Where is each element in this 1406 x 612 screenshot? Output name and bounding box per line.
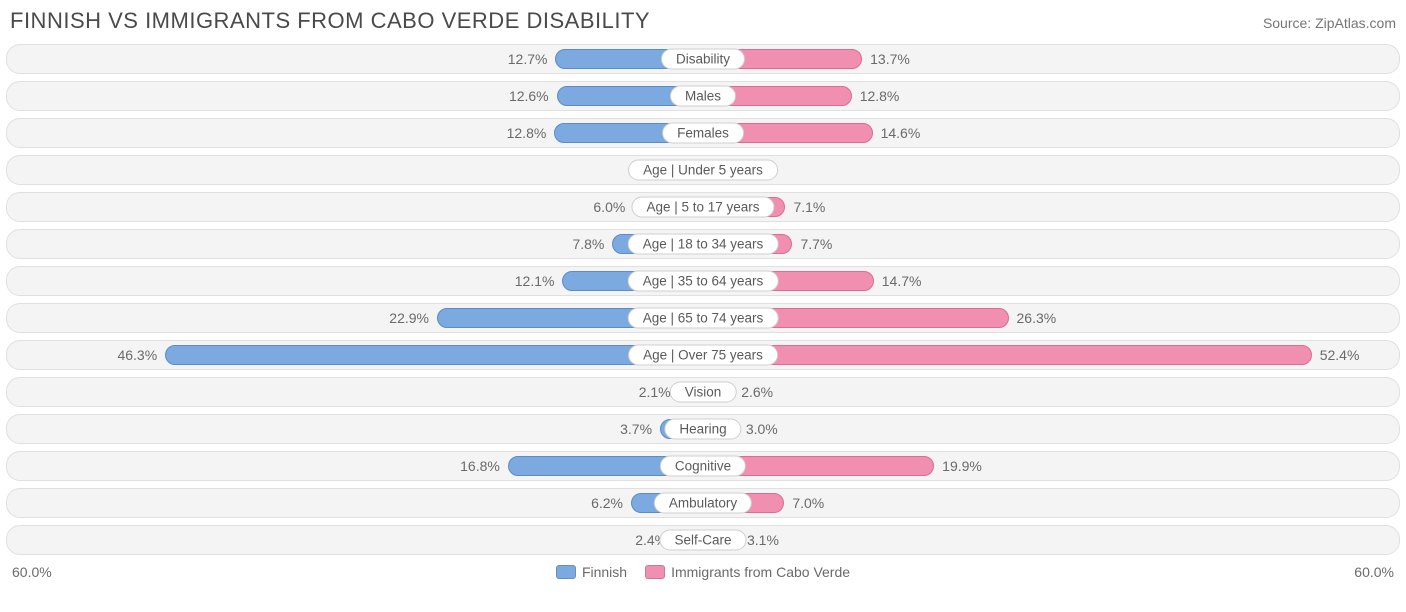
row-left-pct: 12.7% xyxy=(500,51,556,67)
chart-row: 6.2% 7.0% Ambulatory xyxy=(6,488,1400,518)
chart-body: 12.7% 13.7% Disability 12.6% 12.8% Males… xyxy=(6,44,1400,555)
chart-footer: 60.0% Finnish Immigrants from Cabo Verde… xyxy=(6,562,1400,580)
row-right-pct: 7.7% xyxy=(792,236,840,252)
row-right-pct: 14.7% xyxy=(874,273,930,289)
chart-row: 12.7% 13.7% Disability xyxy=(6,44,1400,74)
chart-row: 12.1% 14.7% Age | 35 to 64 years xyxy=(6,266,1400,296)
row-right-pct: 7.0% xyxy=(784,495,832,511)
row-left-pct: 12.6% xyxy=(501,88,557,104)
row-category-pill: Age | 18 to 34 years xyxy=(628,234,779,255)
chart-row: 16.8% 19.9% Cognitive xyxy=(6,451,1400,481)
chart-header: FINNISH VS IMMIGRANTS FROM CABO VERDE DI… xyxy=(6,8,1400,44)
chart-row: 22.9% 26.3% Age | 65 to 74 years xyxy=(6,303,1400,333)
row-category-pill: Hearing xyxy=(664,419,741,440)
row-left-pct: 46.3% xyxy=(109,347,165,363)
row-category-pill: Cognitive xyxy=(660,456,746,477)
chart-row: 3.7% 3.0% Hearing xyxy=(6,414,1400,444)
legend-label-right: Immigrants from Cabo Verde xyxy=(671,564,850,580)
row-category-pill: Disability xyxy=(661,49,745,70)
chart-title: FINNISH VS IMMIGRANTS FROM CABO VERDE DI… xyxy=(10,8,650,34)
row-right-pct: 3.0% xyxy=(738,421,786,437)
chart-row: 46.3% 52.4% Age | Over 75 years xyxy=(6,340,1400,370)
row-category-pill: Age | 65 to 74 years xyxy=(628,308,779,329)
row-right-pct: 52.4% xyxy=(1312,347,1368,363)
row-left-pct: 22.9% xyxy=(381,310,437,326)
row-right-pct: 7.1% xyxy=(785,199,833,215)
row-category-pill: Age | 35 to 64 years xyxy=(628,271,779,292)
row-right-pct: 19.9% xyxy=(934,458,990,474)
row-right-half: 52.4% xyxy=(703,344,1367,366)
chart-container: FINNISH VS IMMIGRANTS FROM CABO VERDE DI… xyxy=(0,0,1406,586)
legend-item-left: Finnish xyxy=(556,564,627,580)
row-category-pill: Ambulatory xyxy=(654,493,752,514)
axis-right-max: 60.0% xyxy=(1354,564,1394,580)
row-category-pill: Age | Over 75 years xyxy=(628,345,778,366)
row-left-pct: 6.2% xyxy=(583,495,631,511)
row-right-pct: 26.3% xyxy=(1009,310,1065,326)
row-right-half: 19.9% xyxy=(703,455,990,477)
row-category-pill: Age | 5 to 17 years xyxy=(631,197,774,218)
chart-row: 6.0% 7.1% Age | 5 to 17 years xyxy=(6,192,1400,222)
row-category-pill: Vision xyxy=(670,382,737,403)
row-left-pct: 7.8% xyxy=(564,236,612,252)
row-left-pct: 16.8% xyxy=(452,458,508,474)
row-left-pct: 3.7% xyxy=(612,421,660,437)
chart-row: 7.8% 7.7% Age | 18 to 34 years xyxy=(6,229,1400,259)
row-right-pct: 14.6% xyxy=(873,125,929,141)
row-left-half: 46.3% xyxy=(109,344,703,366)
chart-row: 2.1% 2.6% Vision xyxy=(6,377,1400,407)
row-left-pct: 12.1% xyxy=(507,273,563,289)
chart-legend: Finnish Immigrants from Cabo Verde xyxy=(556,564,850,580)
row-category-pill: Age | Under 5 years xyxy=(628,160,778,181)
axis-left-max: 60.0% xyxy=(12,564,52,580)
row-category-pill: Females xyxy=(662,123,744,144)
row-left-bar xyxy=(165,345,703,365)
chart-row: 1.6% 1.7% Age | Under 5 years xyxy=(6,155,1400,185)
legend-item-right: Immigrants from Cabo Verde xyxy=(645,564,850,580)
row-left-pct: 6.0% xyxy=(585,199,633,215)
legend-label-left: Finnish xyxy=(582,564,627,580)
row-right-pct: 2.6% xyxy=(733,384,781,400)
chart-source: Source: ZipAtlas.com xyxy=(1263,15,1396,31)
row-category-pill: Self-Care xyxy=(659,530,746,551)
row-right-pct: 13.7% xyxy=(862,51,918,67)
chart-row: 12.6% 12.8% Males xyxy=(6,81,1400,111)
legend-swatch-left xyxy=(556,565,576,579)
row-category-pill: Males xyxy=(670,86,736,107)
row-left-pct: 12.8% xyxy=(499,125,555,141)
row-right-bar xyxy=(703,345,1312,365)
chart-row: 12.8% 14.6% Females xyxy=(6,118,1400,148)
legend-swatch-right xyxy=(645,565,665,579)
row-right-pct: 12.8% xyxy=(852,88,908,104)
chart-row: 2.4% 3.1% Self-Care xyxy=(6,525,1400,555)
